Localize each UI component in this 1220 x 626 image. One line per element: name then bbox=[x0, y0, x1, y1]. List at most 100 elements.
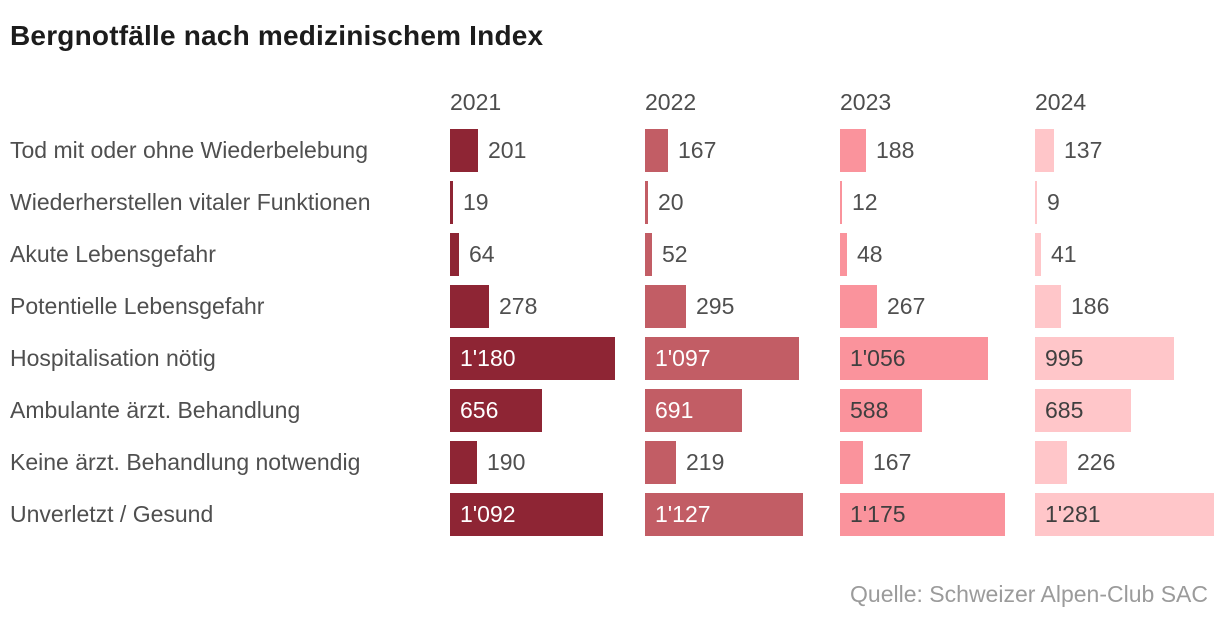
value-label: 19 bbox=[463, 188, 489, 215]
value-label: 219 bbox=[686, 448, 725, 475]
bar-cell: 201 bbox=[450, 128, 645, 172]
bar-cell: 12 bbox=[840, 180, 1035, 224]
value-label: 1'092 bbox=[460, 500, 516, 527]
value-label: 9 bbox=[1047, 188, 1060, 215]
year-header: 2022 bbox=[645, 89, 697, 115]
source-caption: Quelle: Schweizer Alpen-Club SAC bbox=[850, 581, 1208, 607]
bar bbox=[450, 232, 459, 276]
value-label: 588 bbox=[850, 396, 889, 423]
chart-title: Bergnotfälle nach medizinischem Index bbox=[10, 20, 544, 51]
bar-cell: 588 bbox=[840, 388, 1035, 432]
value-label: 52 bbox=[662, 240, 688, 267]
year-header: 2023 bbox=[840, 89, 892, 115]
value-label: 656 bbox=[460, 396, 499, 423]
bar bbox=[840, 128, 866, 172]
bar-cell: 685 bbox=[1035, 388, 1220, 432]
bar-cell: 691 bbox=[645, 388, 840, 432]
category-label: Unverletzt / Gesund bbox=[10, 500, 214, 527]
bar-cell: 295 bbox=[645, 284, 840, 328]
category-label: Ambulante ärzt. Behandlung bbox=[10, 396, 301, 423]
value-label: 48 bbox=[857, 240, 883, 267]
bar-cell: 1'127 bbox=[645, 492, 840, 536]
value-label: 201 bbox=[488, 136, 527, 163]
value-label: 167 bbox=[678, 136, 717, 163]
bar: 1'097 bbox=[645, 336, 799, 380]
bar-cell: 278 bbox=[450, 284, 645, 328]
bar: 691 bbox=[645, 388, 742, 432]
bar: 588 bbox=[840, 388, 922, 432]
bar bbox=[645, 284, 686, 328]
bar: 656 bbox=[450, 388, 542, 432]
bar bbox=[1035, 284, 1061, 328]
chart-row: Ambulante ärzt. Behandlung 656 691 588 685 bbox=[10, 384, 1220, 436]
bar-cell: 1'097 bbox=[645, 336, 840, 380]
value-label: 295 bbox=[696, 292, 735, 319]
chart-row: Akute Lebensgefahr 64 52 48 41 bbox=[10, 228, 1220, 280]
value-label: 1'056 bbox=[850, 344, 906, 371]
bar bbox=[840, 232, 847, 276]
bar: 1'175 bbox=[840, 492, 1005, 536]
chart-row: Unverletzt / Gesund 1'092 1'127 1'175 1'281 bbox=[10, 488, 1220, 540]
bar-cell: 64 bbox=[450, 232, 645, 276]
value-label: 20 bbox=[658, 188, 684, 215]
year-header-row: 2021 2022 2023 2024 bbox=[450, 89, 1220, 116]
category-label: Wiederherstellen vitaler Funktionen bbox=[10, 188, 371, 215]
chart-row: Keine ärzt. Behandlung notwendig 190 219 16… bbox=[10, 436, 1220, 488]
value-label: 267 bbox=[887, 292, 926, 319]
bar: 1'281 bbox=[1035, 492, 1214, 536]
bar bbox=[1035, 440, 1067, 484]
value-label: 995 bbox=[1045, 344, 1084, 371]
bar: 1'056 bbox=[840, 336, 988, 380]
bar-cell: 9 bbox=[1035, 180, 1220, 224]
bar-cell: 1'175 bbox=[840, 492, 1035, 536]
bar bbox=[840, 180, 842, 224]
bar-cell: 188 bbox=[840, 128, 1035, 172]
bar: 995 bbox=[1035, 336, 1174, 380]
bar: 685 bbox=[1035, 388, 1131, 432]
bar-cell: 1'092 bbox=[450, 492, 645, 536]
bar bbox=[645, 180, 648, 224]
bar-chart-body: Tod mit oder ohne Wiederbelebung 201 167 18… bbox=[10, 124, 1220, 540]
value-label: 64 bbox=[469, 240, 495, 267]
category-label: Akute Lebensgefahr bbox=[10, 240, 216, 267]
bar bbox=[1035, 232, 1041, 276]
bar bbox=[645, 232, 652, 276]
bar bbox=[450, 284, 489, 328]
chart-row: Potentielle Lebensgefahr 278 295 267 186 bbox=[10, 280, 1220, 332]
bar-cell: 20 bbox=[645, 180, 840, 224]
bar bbox=[840, 440, 863, 484]
chart-row: Tod mit oder ohne Wiederbelebung 201 167 18… bbox=[10, 124, 1220, 176]
category-label: Potentielle Lebensgefahr bbox=[10, 292, 265, 319]
bar-cell: 48 bbox=[840, 232, 1035, 276]
bar bbox=[450, 128, 478, 172]
bar-cell: 656 bbox=[450, 388, 645, 432]
bar-cell: 219 bbox=[645, 440, 840, 484]
bar-cell: 137 bbox=[1035, 128, 1220, 172]
value-label: 226 bbox=[1077, 448, 1116, 475]
value-label: 1'281 bbox=[1045, 500, 1101, 527]
value-label: 41 bbox=[1051, 240, 1077, 267]
value-label: 188 bbox=[876, 136, 915, 163]
bar bbox=[450, 180, 453, 224]
bar-cell: 1'056 bbox=[840, 336, 1035, 380]
bar bbox=[645, 440, 676, 484]
bar-cell: 267 bbox=[840, 284, 1035, 328]
bar-cell: 167 bbox=[840, 440, 1035, 484]
value-label: 685 bbox=[1045, 396, 1084, 423]
bar bbox=[1035, 128, 1054, 172]
value-label: 1'180 bbox=[460, 344, 516, 371]
category-label: Tod mit oder ohne Wiederbelebung bbox=[10, 136, 369, 163]
bar-cell: 186 bbox=[1035, 284, 1220, 328]
bar-cell: 995 bbox=[1035, 336, 1220, 380]
value-label: 137 bbox=[1064, 136, 1103, 163]
chart-row: Wiederherstellen vitaler Funktionen 19 20 1… bbox=[10, 176, 1220, 228]
category-label: Keine ärzt. Behandlung notwendig bbox=[10, 448, 361, 475]
bar-cell: 1'180 bbox=[450, 336, 645, 380]
chart-row: Hospitalisation nötig 1'180 1'097 1'056 995 bbox=[10, 332, 1220, 384]
year-header: 2024 bbox=[1035, 89, 1087, 115]
value-label: 12 bbox=[852, 188, 878, 215]
bar: 1'127 bbox=[645, 492, 803, 536]
bar bbox=[1035, 180, 1037, 224]
value-label: 1'127 bbox=[655, 500, 711, 527]
